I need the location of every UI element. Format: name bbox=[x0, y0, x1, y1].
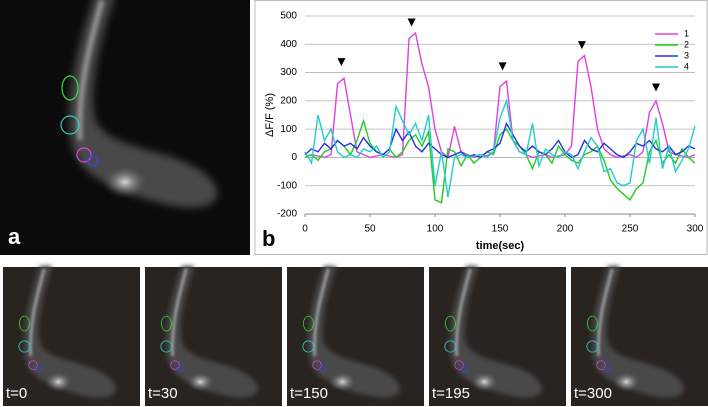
x-tick-label: 200 bbox=[557, 224, 574, 235]
x-tick-label: 50 bbox=[364, 224, 376, 235]
panel-label: a bbox=[8, 224, 21, 249]
x-tick-label: 100 bbox=[427, 224, 444, 235]
x-axis-label: time(sec) bbox=[476, 240, 525, 252]
legend-label: 3 bbox=[684, 50, 689, 60]
series-line bbox=[304, 121, 696, 159]
y-tick-label: -100 bbox=[277, 180, 297, 191]
x-tick-label: 0 bbox=[302, 224, 308, 235]
y-tick-label: 0 bbox=[291, 152, 297, 163]
legend-label: 4 bbox=[684, 61, 689, 71]
y-tick-label: 200 bbox=[280, 95, 297, 106]
peak-marker bbox=[337, 58, 346, 67]
y-tick-label: -200 bbox=[277, 209, 297, 220]
series-line bbox=[304, 118, 696, 204]
frame: t=0 bbox=[3, 266, 140, 406]
y-tick-label: 400 bbox=[280, 39, 297, 50]
frame: t=300 bbox=[571, 266, 708, 406]
frame: t=30 bbox=[145, 266, 282, 406]
x-tick-label: 250 bbox=[622, 224, 639, 235]
series-line bbox=[304, 31, 696, 159]
panel-label: b bbox=[262, 226, 275, 251]
frame-time: t=300 bbox=[574, 385, 612, 402]
frame: t=195 bbox=[429, 266, 566, 406]
frame-time: t=30 bbox=[148, 385, 178, 402]
y-tick-label: 100 bbox=[280, 124, 297, 135]
frame-time: t=150 bbox=[290, 385, 328, 402]
chart-panel bbox=[254, 0, 708, 255]
peak-marker bbox=[407, 18, 416, 27]
micrograph bbox=[0, 0, 250, 255]
frame-time: t=195 bbox=[432, 385, 470, 402]
peak-marker bbox=[652, 83, 660, 92]
panel-a: a bbox=[0, 0, 250, 255]
x-tick-label: 300 bbox=[687, 224, 704, 235]
legend-label: 2 bbox=[684, 39, 689, 49]
frames: t=0 t=30 t=150 t=195 t=300 bbox=[3, 266, 708, 406]
legend-label: 1 bbox=[684, 28, 689, 38]
peak-marker bbox=[498, 62, 507, 71]
frame-time: t=0 bbox=[6, 385, 27, 402]
x-tick-label: 150 bbox=[492, 224, 509, 235]
peak-marker bbox=[577, 41, 586, 50]
frame: t=150 bbox=[287, 266, 424, 406]
chart: -200 -100 0 100 200 300 400 500 0 50 100 150 200 250 3… bbox=[264, 11, 704, 252]
y-tick-label: 300 bbox=[280, 67, 297, 78]
series-line bbox=[304, 98, 696, 198]
y-axis-label: ΔF/F (%) bbox=[264, 93, 276, 137]
y-tick-label: 500 bbox=[280, 11, 297, 22]
